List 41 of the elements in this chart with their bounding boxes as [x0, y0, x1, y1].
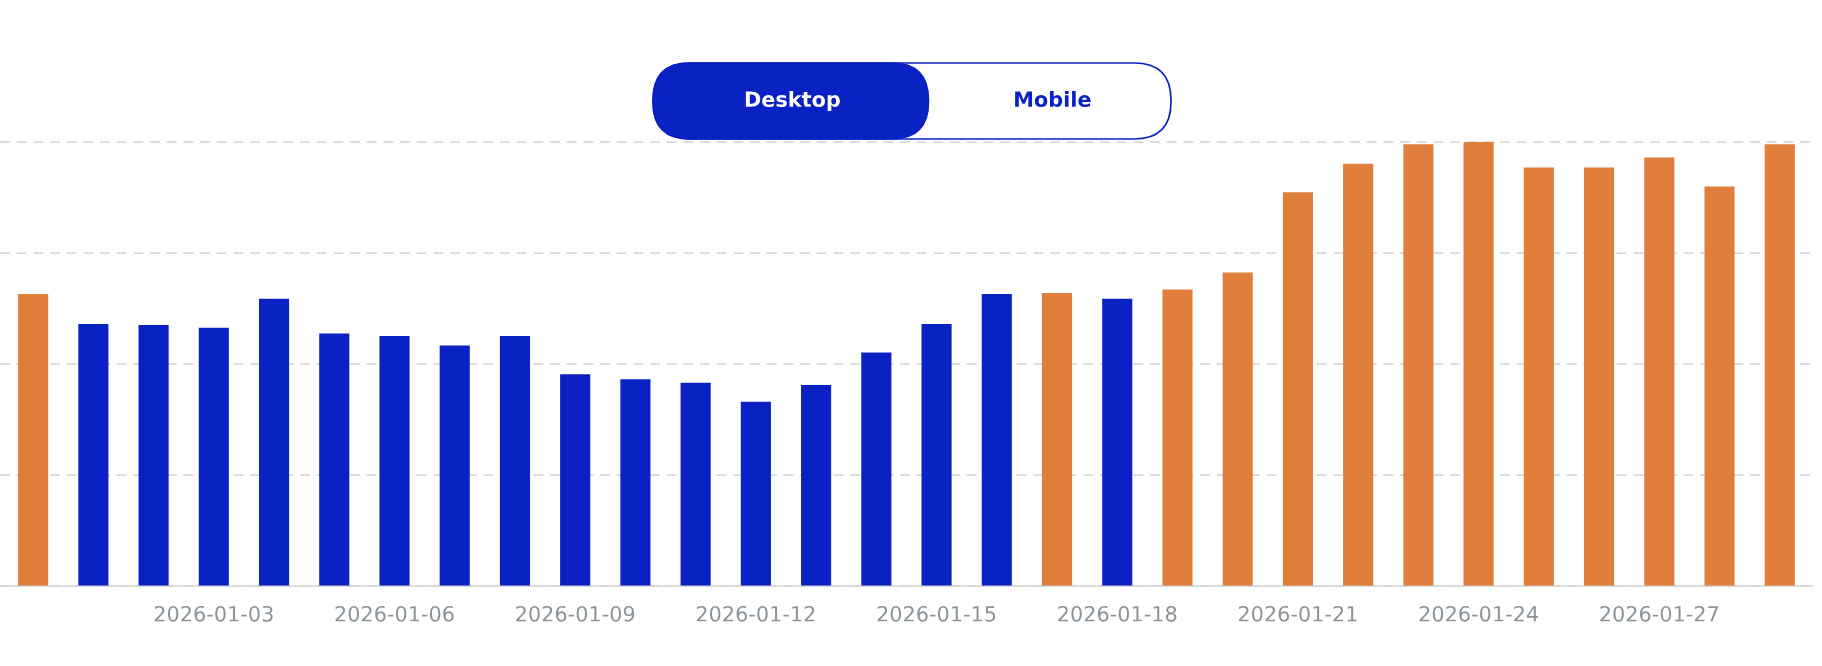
bar — [1282, 192, 1313, 587]
x-tick-label: 2026-01-15 — [877, 605, 996, 622]
bar — [620, 379, 651, 587]
bar — [379, 336, 410, 587]
bar — [801, 384, 832, 587]
text: Mobile — [1015, 90, 1091, 108]
bar — [1644, 157, 1675, 587]
bar — [921, 324, 952, 587]
x-tick-label: 2026-01-06 — [335, 605, 454, 622]
bar — [981, 293, 1012, 587]
bar — [740, 401, 771, 587]
bar — [1343, 163, 1374, 587]
bar — [258, 298, 290, 587]
x-tick-label: 2026-01-21 — [1238, 605, 1357, 622]
bar — [1463, 142, 1494, 587]
x-tick-label: 2026-01-12 — [696, 605, 815, 622]
bar — [1403, 144, 1434, 587]
x-tick-label: 2026-01-09 — [516, 605, 635, 622]
bar — [138, 325, 169, 587]
x-tick-label: 2026-01-27 — [1600, 605, 1719, 622]
bar — [1041, 293, 1073, 587]
bar — [680, 382, 711, 587]
bar — [1222, 272, 1253, 587]
bar — [1704, 186, 1735, 587]
bar — [499, 336, 531, 587]
bar — [198, 327, 229, 587]
bar — [560, 374, 591, 587]
bar — [1764, 144, 1795, 587]
bar — [18, 293, 49, 587]
bar — [1162, 289, 1193, 587]
x-tick-label: 2026-01-18 — [1058, 605, 1177, 622]
x-tick-label: 2026-01-24 — [1419, 605, 1538, 622]
bar — [439, 345, 470, 587]
bar — [1523, 167, 1554, 587]
text: Desktop — [745, 90, 840, 112]
bar — [861, 352, 892, 587]
bar — [319, 333, 350, 587]
bar — [1584, 167, 1615, 587]
bar — [1102, 298, 1133, 587]
x-tick-label: 2026-01-03 — [154, 605, 273, 622]
bar — [78, 324, 109, 587]
